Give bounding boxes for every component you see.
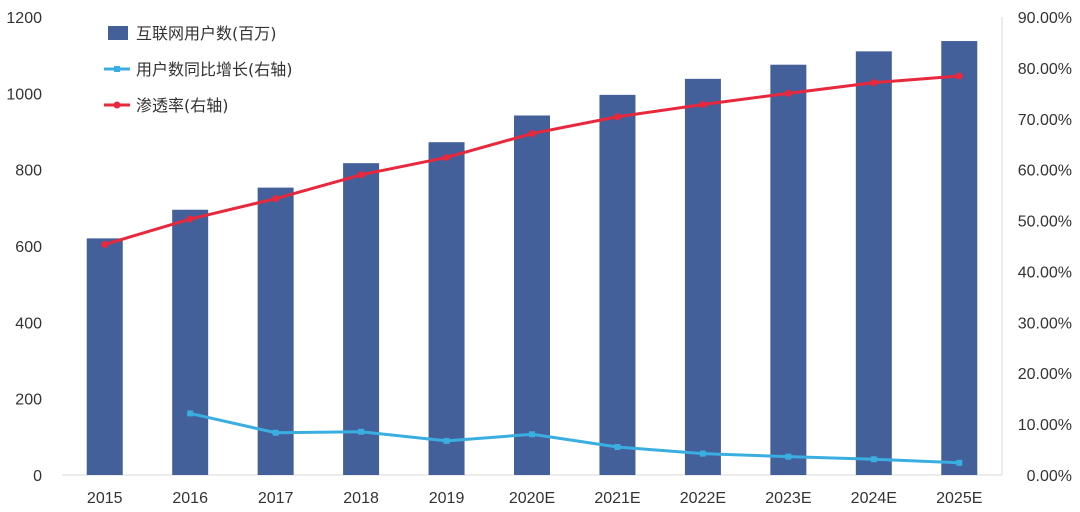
penetration-point-2020E <box>528 130 536 138</box>
growth-line <box>189 411 960 465</box>
right-axis-ticks: 0.00% 10.00% 20.00% 30.00% 40.00% 50.00% 60.00… <box>1018 10 1072 485</box>
left-tick-label: 0 <box>33 468 42 485</box>
bar-2022E <box>684 78 721 475</box>
right-tick-label: 10.00% <box>1018 417 1072 434</box>
right-tick-label: 40.00% <box>1018 264 1072 281</box>
left-axis-ticks: 0 200 400 600 800 1000 1200 <box>6 10 42 485</box>
growth-point-2018 <box>358 428 365 435</box>
bar-series-group <box>86 41 978 476</box>
penetration-point-2021E <box>613 113 621 121</box>
x-tick-label: 2025E <box>936 490 982 507</box>
growth-point-2021E <box>614 444 621 451</box>
bar-2017 <box>257 187 294 476</box>
penetration-point-2025E <box>955 72 963 80</box>
left-tick-label: 1000 <box>6 86 42 103</box>
legend-item: 用户数同比增长(右轴) <box>104 60 293 79</box>
penetration-point-2023E <box>784 89 792 97</box>
legend-label: 渗透率(右轴) <box>136 96 229 115</box>
legend-item: 渗透率(右轴) <box>104 96 229 115</box>
legend-label: 互联网用户数(百万) <box>136 24 277 43</box>
growth-point-2017 <box>272 429 279 436</box>
x-tick-label: 2024E <box>851 490 897 507</box>
left-tick-label: 400 <box>15 315 42 332</box>
right-tick-label: 80.00% <box>1018 61 1072 78</box>
growth-point-2016 <box>187 410 194 417</box>
growth-point-2025E <box>956 459 963 466</box>
right-tick-label: 70.00% <box>1018 112 1072 129</box>
bar-2019 <box>428 142 465 475</box>
growth-point-2020E <box>529 431 535 438</box>
x-tick-label: 2018 <box>343 490 379 507</box>
x-tick-label: 2015 <box>87 490 123 507</box>
x-axis-ticks: 2015 2016 2017 2018 2019 2020E 2021E 2022E 2023E… <box>87 490 982 507</box>
x-tick-label: 2021E <box>594 490 640 507</box>
x-tick-label: 2019 <box>429 490 465 507</box>
penetration-point-2017 <box>272 195 280 203</box>
line-series-group <box>101 72 963 466</box>
right-tick-label: 60.00% <box>1018 163 1072 180</box>
x-tick-label: 2017 <box>258 490 294 507</box>
growth-point-2022E <box>699 450 706 457</box>
bar-2021E <box>599 94 636 476</box>
penetration-point-2018 <box>357 171 365 179</box>
right-tick-label: 0.00% <box>1027 468 1072 485</box>
x-tick-label: 2022E <box>680 490 726 507</box>
growth-point-2024E <box>870 456 877 463</box>
growth-point-2023E <box>785 453 792 460</box>
legend-swatch-marker <box>113 101 121 109</box>
right-tick-label: 90.00% <box>1018 10 1072 27</box>
right-tick-label: 50.00% <box>1018 214 1072 231</box>
x-tick-label: 2020E <box>509 490 555 507</box>
bar-2023E <box>770 64 807 476</box>
right-tick-label: 30.00% <box>1018 315 1072 332</box>
penetration-point-2019 <box>443 153 451 161</box>
growth-point-2019 <box>443 437 450 444</box>
legend-item: 互联网用户数(百万) <box>108 24 277 43</box>
legend-swatch-marker <box>114 66 120 72</box>
legend: 互联网用户数(百万) 用户数同比增长(右轴) 渗透率(右轴) <box>104 24 293 115</box>
bar-2016 <box>172 209 209 476</box>
left-tick-label: 200 <box>15 392 42 409</box>
bar-2015 <box>86 238 123 475</box>
left-tick-label: 800 <box>15 163 42 180</box>
bar-2025E <box>941 41 978 476</box>
left-tick-label: 600 <box>15 239 42 256</box>
penetration-point-2015 <box>101 240 109 248</box>
penetration-point-2022E <box>699 101 707 109</box>
x-tick-label: 2023E <box>765 490 811 507</box>
left-tick-label: 1200 <box>6 10 42 27</box>
right-tick-label: 20.00% <box>1018 366 1072 383</box>
legend-swatch-bar <box>108 26 128 40</box>
x-tick-label: 2016 <box>172 490 208 507</box>
bar-2018 <box>343 163 380 475</box>
bar-2024E <box>855 51 892 475</box>
bar-2020E <box>514 115 550 475</box>
penetration-point-2016 <box>186 215 194 223</box>
legend-label: 用户数同比增长(右轴) <box>136 60 293 79</box>
penetration-point-2024E <box>870 79 878 87</box>
